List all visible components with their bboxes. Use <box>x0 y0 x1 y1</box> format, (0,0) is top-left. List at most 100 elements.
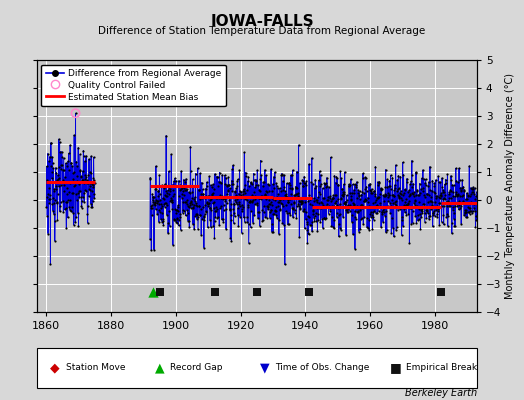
Point <box>299 208 308 214</box>
Point <box>161 188 170 194</box>
Point <box>255 194 264 201</box>
Point <box>443 171 452 178</box>
Point <box>221 172 229 178</box>
Point <box>397 204 405 210</box>
Point <box>305 192 313 198</box>
Point <box>311 197 320 203</box>
Point <box>185 224 193 230</box>
Point <box>458 199 467 206</box>
Point <box>178 185 187 192</box>
Point <box>148 194 157 200</box>
Point <box>388 225 397 231</box>
Point <box>84 180 92 186</box>
Point <box>194 214 202 220</box>
Point <box>347 176 355 182</box>
Point <box>152 186 160 193</box>
Point <box>464 193 472 200</box>
Point <box>214 214 222 220</box>
Point <box>302 216 310 223</box>
Point <box>51 218 59 224</box>
Point <box>193 212 202 218</box>
Point <box>56 139 64 145</box>
Point <box>268 221 277 228</box>
Point <box>301 180 309 186</box>
Point <box>438 218 446 225</box>
Point <box>365 203 374 210</box>
Point <box>352 182 360 188</box>
Point <box>58 162 67 168</box>
Point <box>343 202 352 209</box>
Point <box>198 179 206 186</box>
Point <box>359 198 368 204</box>
Point <box>82 188 91 194</box>
Point <box>333 175 342 181</box>
Point <box>183 209 192 216</box>
Point <box>274 199 282 206</box>
Text: Berkeley Earth: Berkeley Earth <box>405 388 477 398</box>
Point <box>57 162 66 168</box>
Point <box>66 197 74 204</box>
Point <box>417 207 425 213</box>
Point <box>437 193 445 199</box>
Point <box>455 198 464 204</box>
Point <box>195 212 204 218</box>
Point <box>430 183 439 189</box>
Point <box>461 210 469 216</box>
Point <box>370 193 379 199</box>
Point <box>257 194 266 201</box>
Point <box>76 167 84 173</box>
Point <box>157 205 165 212</box>
Point <box>397 232 406 238</box>
Point <box>339 191 347 198</box>
Point <box>288 186 297 192</box>
Text: ◆: ◆ <box>50 362 60 374</box>
Point <box>414 192 422 198</box>
Point <box>332 192 340 198</box>
Point <box>322 197 331 204</box>
Point <box>237 193 246 200</box>
Point <box>203 224 212 230</box>
Point <box>399 192 407 198</box>
Point <box>289 214 297 220</box>
Point <box>155 201 163 208</box>
Point <box>284 198 292 205</box>
Point <box>70 222 78 228</box>
Point <box>151 206 160 212</box>
Point <box>461 209 469 215</box>
Point <box>391 199 399 205</box>
Point <box>310 218 319 224</box>
Point <box>66 206 74 213</box>
Point <box>453 192 461 198</box>
Point <box>341 199 350 205</box>
Point <box>326 208 334 214</box>
Point <box>296 205 304 211</box>
Point <box>456 184 464 191</box>
Point <box>417 186 425 192</box>
Point <box>227 178 236 184</box>
Point <box>55 164 63 170</box>
Point <box>165 191 173 198</box>
Point <box>279 203 287 210</box>
Point <box>341 201 350 208</box>
Point <box>324 194 332 200</box>
Point <box>75 151 84 158</box>
Point <box>148 212 156 218</box>
Point <box>370 208 378 214</box>
Point <box>249 177 258 183</box>
Point <box>455 165 463 171</box>
Point <box>203 198 211 205</box>
Point <box>357 215 366 222</box>
Point <box>452 193 461 199</box>
Point <box>50 200 58 206</box>
Point <box>200 217 209 223</box>
Point <box>418 208 427 214</box>
Point <box>190 202 198 209</box>
Point <box>67 160 75 167</box>
Point <box>78 176 86 183</box>
Point <box>462 209 470 216</box>
Point <box>195 186 203 193</box>
Point <box>197 232 205 238</box>
Point <box>361 198 369 204</box>
Point <box>53 177 61 184</box>
Point <box>420 210 429 217</box>
